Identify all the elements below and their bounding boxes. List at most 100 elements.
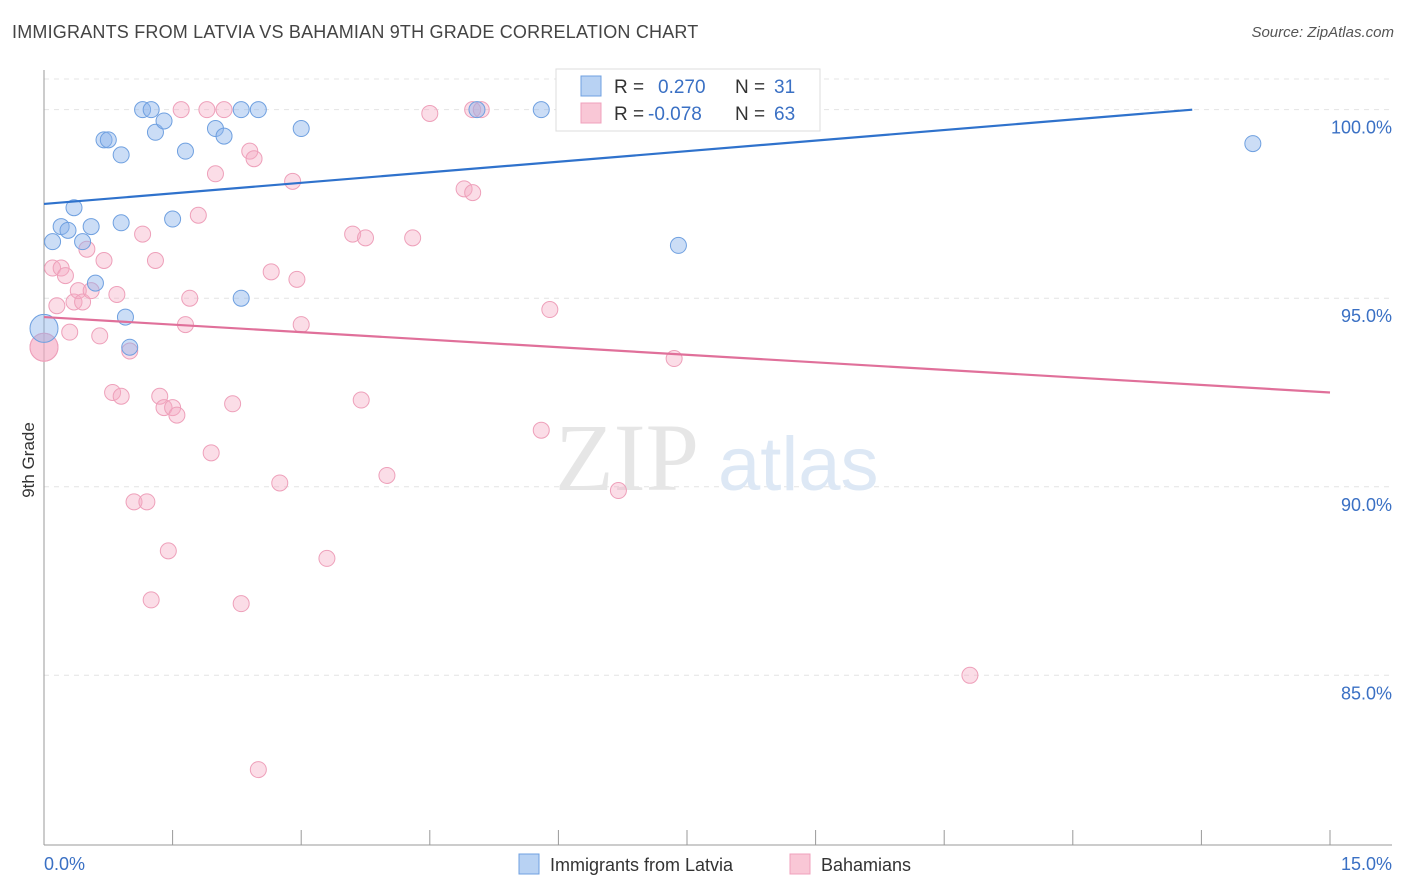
bahamians-point-51 [421, 104, 439, 122]
bahamians-point-38 [245, 150, 263, 168]
latvia-point-27 [532, 101, 550, 119]
trend-lines [43, 108, 1331, 394]
y-tick-label-85: 85.0% [1341, 683, 1392, 703]
latvia-point-23 [232, 289, 250, 307]
stats-swatch-blue [580, 75, 602, 97]
bahamians-point-40 [262, 263, 280, 281]
bahamians-point-43 [288, 270, 306, 288]
grid-lines [44, 78, 1392, 676]
stats-legend: R = 0.270 N = 31 R = -0.078 N = 63 [555, 68, 821, 132]
legend-swatch-latvia [518, 853, 540, 875]
bahamians-point-11 [91, 327, 109, 345]
bahamians-point-33 [206, 165, 224, 183]
stats-n-label-2: N = [735, 104, 765, 125]
bahamians-point-29 [181, 289, 199, 307]
y-axis-label: 9th Grade [19, 422, 38, 498]
latvia-point-14 [134, 101, 152, 119]
latvia-point-5 [74, 233, 92, 251]
bahamians-point-30 [189, 206, 207, 224]
latvia-point-9 [99, 131, 117, 149]
latvia-point-4 [65, 199, 83, 217]
bahamians-point-47 [352, 391, 370, 409]
latvia-point-0 [29, 313, 59, 343]
bahamians-point-4 [56, 267, 74, 285]
latvia-point-24 [249, 101, 267, 119]
latvia-point-16 [146, 123, 164, 141]
latvia-point-18 [164, 210, 182, 228]
bahamians-point-23 [155, 399, 173, 417]
x-ticks [43, 830, 1331, 845]
stats-r-label-1: R = [614, 77, 644, 98]
stats-n-label-1: N = [735, 77, 765, 98]
legend-label-bahamians: Bahamians [821, 855, 911, 875]
x-tick-label-min: 0.0% [44, 854, 85, 874]
bahamians-point-41 [271, 474, 289, 492]
legend-label-latvia: Immigrants from Latvia [550, 855, 734, 875]
latvia-point-7 [86, 274, 104, 292]
bahamians-point-56 [532, 421, 550, 439]
legend-swatch-bahamians [789, 853, 811, 875]
y-tick-label-90: 90.0% [1341, 495, 1392, 515]
x-tick-label-max: 15.0% [1341, 854, 1392, 874]
bahamians-point-12 [95, 252, 113, 270]
bahamians-point-1 [44, 259, 62, 277]
bahamians-point-45 [318, 549, 336, 567]
latvia-point-19 [176, 142, 194, 160]
latvia-point-3 [59, 221, 77, 239]
y-tick-label-95: 95.0% [1341, 306, 1392, 326]
bahamians-point-54 [464, 101, 482, 119]
bahamians-point-5 [61, 323, 79, 341]
bahamians-point-32 [202, 444, 220, 462]
latvia-point-6 [82, 218, 100, 236]
bahamians-point-7 [69, 282, 87, 300]
latvia-point-8 [95, 131, 113, 149]
stats-r-value-2: -0.078 [648, 104, 702, 125]
bahamians-points [29, 101, 979, 779]
bahamians-point-57 [541, 301, 559, 319]
bahamians-point-61 [961, 666, 979, 684]
bahamians-point-34 [215, 101, 233, 119]
bahamians-point-49 [378, 466, 396, 484]
bahamians-point-15 [112, 387, 130, 405]
latvia-point-10 [112, 146, 130, 164]
bahamians-point-18 [134, 225, 152, 243]
bahamians-point-24 [159, 542, 177, 560]
bahamians-point-19 [138, 493, 156, 511]
latvia-trend-line [43, 108, 1193, 206]
stats-n-value-1: 31 [774, 77, 795, 98]
latvia-point-11 [112, 214, 130, 232]
latvia-point-17 [155, 112, 173, 130]
latvia-point-13 [121, 338, 139, 356]
bahamians-point-16 [121, 342, 139, 360]
latvia-point-28 [669, 236, 687, 254]
bahamians-point-39 [249, 761, 267, 779]
latvia-point-29 [1244, 135, 1262, 153]
latvia-point-15 [142, 101, 160, 119]
bahamians-point-2 [48, 297, 66, 315]
bahamians-point-14 [108, 285, 126, 303]
latvia-point-25 [292, 120, 310, 138]
bahamians-point-55 [472, 101, 490, 119]
bahamians-point-6 [65, 293, 83, 311]
latvia-point-1 [44, 233, 62, 251]
bahamians-point-27 [172, 101, 190, 119]
stats-r-value-1: 0.270 [658, 77, 706, 98]
latvia-points [29, 101, 1262, 356]
stats-r-label-2: R = [614, 104, 644, 125]
latvia-point-22 [232, 101, 250, 119]
stats-n-value-2: 63 [774, 104, 795, 125]
bahamians-point-26 [168, 406, 186, 424]
bahamians-point-13 [104, 383, 122, 401]
bahamians-point-50 [404, 229, 422, 247]
bahamians-point-52 [455, 180, 473, 198]
y-tick-labels: 85.0% 90.0% 95.0% 100.0% [1331, 118, 1392, 704]
bahamians-point-48 [357, 229, 374, 247]
watermark-atlas: atlas [718, 422, 879, 507]
axes [43, 70, 1392, 846]
bahamians-point-46 [344, 225, 362, 243]
bahamians-point-17 [125, 493, 143, 511]
bahamians-point-20 [142, 591, 160, 609]
latvia-point-21 [215, 127, 233, 145]
y-tick-label-100: 100.0% [1331, 118, 1392, 138]
bahamians-point-8 [74, 293, 92, 311]
